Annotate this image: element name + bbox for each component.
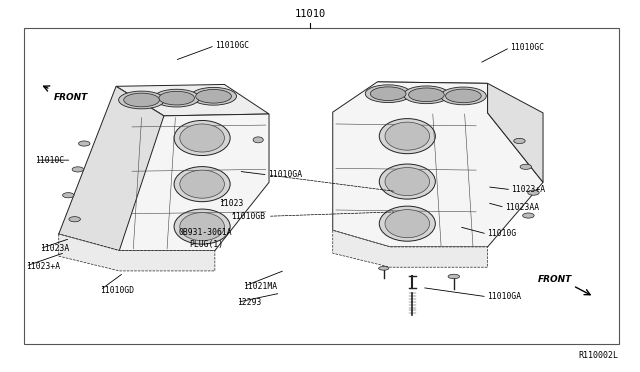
Ellipse shape xyxy=(448,274,460,279)
Ellipse shape xyxy=(528,190,540,195)
Ellipse shape xyxy=(124,93,159,107)
Text: 11023A: 11023A xyxy=(40,244,69,253)
Text: 11010C: 11010C xyxy=(35,155,65,165)
Bar xyxy=(24,28,620,344)
Ellipse shape xyxy=(440,87,486,105)
Polygon shape xyxy=(333,82,543,247)
Text: 11010GB: 11010GB xyxy=(231,212,265,221)
Ellipse shape xyxy=(118,91,164,109)
Ellipse shape xyxy=(365,85,411,103)
Ellipse shape xyxy=(385,167,429,196)
Ellipse shape xyxy=(159,91,195,105)
Ellipse shape xyxy=(180,170,225,198)
Ellipse shape xyxy=(196,89,232,103)
Ellipse shape xyxy=(380,164,435,199)
Ellipse shape xyxy=(174,209,230,244)
Ellipse shape xyxy=(174,121,230,155)
Ellipse shape xyxy=(371,87,406,100)
Text: 11010GA: 11010GA xyxy=(487,292,521,301)
Ellipse shape xyxy=(403,86,449,104)
Polygon shape xyxy=(59,86,164,251)
Text: PLUG(1): PLUG(1) xyxy=(189,240,223,249)
Ellipse shape xyxy=(379,266,389,270)
Ellipse shape xyxy=(520,164,532,169)
Text: FRONT: FRONT xyxy=(538,275,572,283)
Text: 11010GC: 11010GC xyxy=(510,43,544,52)
Text: 11021MA: 11021MA xyxy=(244,282,278,291)
Ellipse shape xyxy=(174,167,230,202)
Polygon shape xyxy=(333,230,488,267)
Ellipse shape xyxy=(253,137,263,143)
Ellipse shape xyxy=(191,87,237,105)
Ellipse shape xyxy=(385,210,429,238)
Ellipse shape xyxy=(154,89,200,107)
Ellipse shape xyxy=(445,89,481,103)
Text: 11010: 11010 xyxy=(295,9,326,19)
Ellipse shape xyxy=(180,124,225,152)
Text: 11010GD: 11010GD xyxy=(100,286,134,295)
Text: 12293: 12293 xyxy=(237,298,262,307)
Text: 11010G: 11010G xyxy=(487,230,516,238)
Text: 11023+A: 11023+A xyxy=(511,185,545,194)
Polygon shape xyxy=(488,83,543,182)
Text: 11023+A: 11023+A xyxy=(26,262,60,270)
Ellipse shape xyxy=(408,88,444,102)
Ellipse shape xyxy=(79,141,90,146)
Ellipse shape xyxy=(380,206,435,241)
Polygon shape xyxy=(378,82,488,113)
Text: 0B931-3061A: 0B931-3061A xyxy=(179,228,232,237)
Polygon shape xyxy=(59,234,215,271)
Text: 11023AA: 11023AA xyxy=(505,203,539,212)
Text: 11023: 11023 xyxy=(220,199,244,208)
Text: 11010GA: 11010GA xyxy=(268,170,302,179)
Text: R110002L: R110002L xyxy=(578,351,618,360)
Ellipse shape xyxy=(63,193,74,198)
Ellipse shape xyxy=(180,212,225,241)
Text: 11010GC: 11010GC xyxy=(215,41,249,50)
Ellipse shape xyxy=(523,213,534,218)
Ellipse shape xyxy=(72,167,84,172)
Ellipse shape xyxy=(385,122,429,150)
Ellipse shape xyxy=(514,138,525,144)
Ellipse shape xyxy=(380,119,435,154)
Text: FRONT: FRONT xyxy=(54,93,88,102)
Polygon shape xyxy=(59,114,269,251)
Ellipse shape xyxy=(69,217,81,222)
Polygon shape xyxy=(116,84,269,116)
